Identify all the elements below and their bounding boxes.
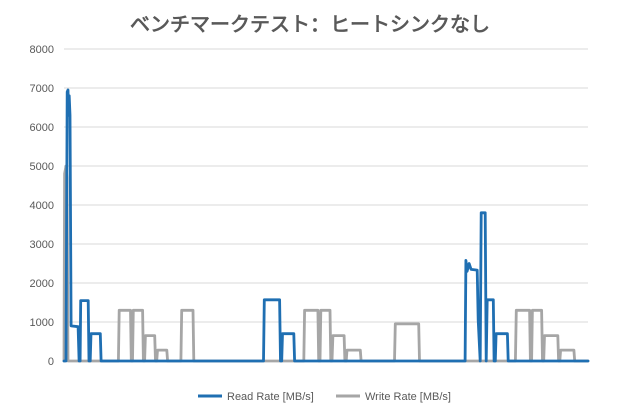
series-line-read-rate	[62, 88, 590, 363]
y-tick-label-1000: 1000	[30, 317, 54, 329]
y-tick-label-6000: 6000	[30, 122, 54, 134]
y-tick-label-3000: 3000	[30, 239, 54, 251]
y-tick-label-7000: 7000	[30, 83, 54, 95]
y-tick-label-0: 0	[48, 356, 54, 368]
chart-title: ベンチマークテスト：ヒートシンクなし	[130, 12, 490, 36]
y-tick-label-4000: 4000	[30, 200, 54, 212]
series-line-write-rate	[62, 164, 590, 363]
y-tick-label-5000: 5000	[30, 161, 54, 173]
y-tick-label-2000: 2000	[30, 278, 54, 290]
legend-label-write-rate: Write Rate [MB/s]	[365, 391, 451, 403]
legend-label-read-rate: Read Rate [MB/s]	[227, 391, 314, 403]
y-tick-label-8000: 8000	[30, 44, 54, 56]
